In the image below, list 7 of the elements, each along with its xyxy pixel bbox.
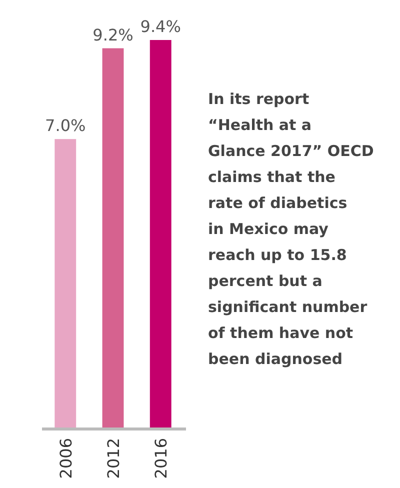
x-tick-label: 2006	[56, 438, 76, 479]
x-tick-label: 2016	[152, 438, 171, 479]
data-label: 9.2%	[92, 25, 134, 44]
data-label: 7.0%	[45, 116, 86, 136]
data-label: 9.4%	[140, 17, 181, 36]
x-tick-label: 2012	[104, 438, 123, 479]
text: In its report “Health at a Glance 2017” OECD claims that the rate of diabetics in Mexico may reach up to 15.8 percent but a significant number of them have not been diagnosed	[208, 90, 374, 368]
